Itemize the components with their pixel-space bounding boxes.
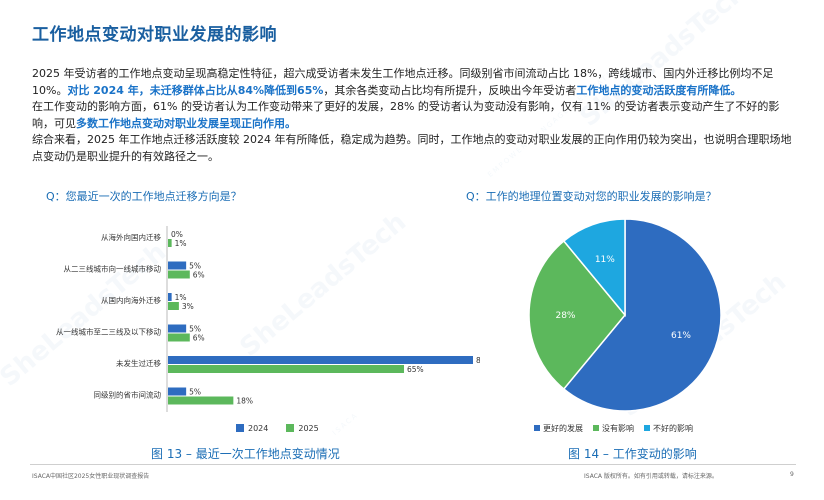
bar-2024 [168, 293, 172, 301]
category-label: 未发生过迁移 [116, 358, 161, 368]
legend-swatch [236, 424, 244, 432]
bar-2024 [168, 387, 187, 396]
legend-dot [534, 425, 540, 431]
paragraph-2: 在工作变动的影响方面，61% 的受访者认为工作变动带来了更好的发展，28% 的受… [32, 99, 792, 132]
data-label: 1% [175, 239, 187, 248]
legend-label: 2024 [248, 424, 269, 433]
category-label: 从国内向海外迁移 [101, 295, 161, 305]
category-label: 同级别的省市间流动 [94, 390, 162, 400]
highlight-text: 多数工作地点变动对职业发展呈现正向作用。 [76, 116, 296, 130]
page-title: 工作地点变动对职业发展的影响 [32, 25, 277, 45]
highlight-text: 工作地点的变动活跃度有所降低。 [576, 83, 742, 97]
data-label: 5% [189, 262, 201, 271]
pie-chart: 61% 28% 11% [528, 218, 722, 412]
bar-chart: 从海外向国内迁移 0%1%从二三线城市向一线城市移动 5%6%从国内向海外迁移 1%3… [56, 226, 480, 412]
legend-item-none: 没有影响 [593, 423, 634, 434]
data-label: 0% [171, 230, 183, 239]
text-segment: ，其余各类变动占比均有所提升，反映出今年受访者 [323, 83, 577, 97]
legend-dot [644, 425, 650, 431]
legend-item-2024: 2024 [236, 424, 268, 433]
bar-2024 [168, 324, 187, 333]
bar-2025 [168, 396, 234, 405]
category-label: 从海外向国内迁移 [101, 232, 161, 242]
footer-copyright: ISACA 版权所有。如有引用或转载，请标注来源。 [584, 473, 718, 480]
legend-item-bad: 不好的影响 [644, 423, 693, 434]
data-label: 18% [236, 397, 253, 406]
pie-slice-更好的发展 [562, 218, 722, 412]
bar-2025 [168, 302, 179, 310]
bar-2025 [168, 239, 172, 247]
figure-caption-13: 图 13 – 最近一次工作地点变动情况 [151, 447, 340, 461]
data-label: 5% [189, 325, 201, 334]
body-text: 2025 年受访者的工作地点变动呈现高稳定性特征，超六成受访者未发生工作地点迁移… [32, 66, 792, 165]
question-right: Q：工作的地理位置变动对您的职业发展的影响是？ [466, 190, 717, 203]
highlight-text: 对比 2024 年，未迁移群体占比从84%降低到65% [67, 83, 324, 97]
bar-2025 [168, 270, 190, 279]
category-label: 从二三线城市向一线城市移动 [64, 264, 162, 274]
bar-2025 [168, 333, 190, 342]
data-label: 1% [175, 293, 187, 302]
legend-label: 2025 [298, 424, 319, 433]
legend-item-good: 更好的发展 [534, 423, 583, 434]
text-segment: 在工作变动的影响方面，61% 的受访者认为工作变动带来了更好的发展，28% 的受… [32, 100, 780, 130]
page-number: 9 [790, 471, 794, 478]
pie-slice-没有影响 [528, 239, 626, 391]
text-segment: 2025 年受访者的工作地点变动呈现高稳定性特征，超六成受访者未发生工作地点迁移… [32, 67, 774, 97]
figure-caption-14: 图 14 – 工作变动的影响 [568, 447, 697, 461]
data-label: 65% [407, 365, 424, 374]
pie-slice-不好的影响 [562, 218, 626, 318]
pie-legend: 更好的发展 没有影响 不好的影响 [534, 423, 693, 434]
legend-label: 不好的影响 [653, 424, 693, 433]
pie-data-label: 61% [671, 331, 691, 341]
legend-item-2025: 2025 [286, 424, 319, 433]
pie-data-label: 28% [555, 311, 575, 321]
pie-data-label: 11% [595, 255, 615, 265]
data-label: 5% [189, 388, 201, 397]
legend-label: 更好的发展 [543, 424, 583, 433]
legend-label: 没有影响 [602, 424, 634, 433]
data-label: 6% [193, 271, 205, 280]
category-label: 从一线城市至二三线及以下移动 [56, 327, 161, 337]
legend-swatch [286, 424, 295, 432]
paragraph-3: 综合来看，2025 年工作地点迁移活跃度较 2024 年有所降低，稳定成为趋势。… [32, 133, 792, 163]
data-label: 6% [193, 334, 205, 343]
bar-2025 [168, 365, 405, 373]
question-left: Q：您最近一次的工作地点迁移方向是？ [46, 190, 242, 203]
bar-legend: 2024 2025 [236, 424, 319, 433]
footer-report-name: ISACA中国社区2025女性职业现状调查报告 [32, 473, 150, 480]
bar-2024 [168, 261, 187, 270]
bar-2024 [168, 356, 473, 364]
data-label: 3% [182, 302, 194, 311]
data-label: 84% [476, 356, 480, 365]
footer-divider [30, 464, 796, 465]
paragraph-1: 2025 年受访者的工作地点变动呈现高稳定性特征，超六成受访者未发生工作地点迁移… [32, 66, 792, 99]
legend-dot [593, 425, 599, 431]
